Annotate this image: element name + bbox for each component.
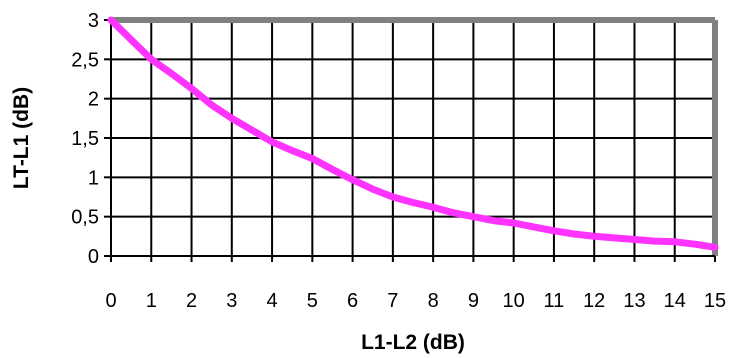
x-tick-label: 3 bbox=[226, 290, 237, 312]
x-tick-label: 8 bbox=[428, 290, 439, 312]
x-axis-title: L1-L2 (dB) bbox=[361, 331, 465, 354]
x-tick-label: 15 bbox=[704, 290, 726, 312]
x-tick-label: 6 bbox=[347, 290, 358, 312]
series-layer bbox=[107, 16, 719, 251]
y-axis-title: LT-L1 (dB) bbox=[10, 87, 33, 189]
y-axis-ticks: 0 0,5 1 1,5 2 2,5 3 bbox=[71, 10, 111, 268]
x-tick-label: 10 bbox=[503, 290, 525, 312]
y-tick-label: 0 bbox=[88, 246, 99, 268]
x-tick-label: 13 bbox=[623, 290, 645, 312]
x-tick-label: 9 bbox=[468, 290, 479, 312]
x-tick-label: 7 bbox=[387, 290, 398, 312]
series-line bbox=[107, 16, 719, 251]
x-tick-label: 0 bbox=[105, 290, 116, 312]
y-tick-label: 2 bbox=[88, 89, 99, 111]
y-tick-label: 2,5 bbox=[71, 49, 99, 71]
x-tick-label: 11 bbox=[544, 290, 565, 312]
x-tick-label: 2 bbox=[186, 290, 197, 312]
y-tick-label: 0,5 bbox=[71, 207, 99, 229]
x-tick-label: 5 bbox=[307, 290, 318, 312]
y-tick-label: 3 bbox=[88, 10, 99, 32]
x-tick-label: 4 bbox=[267, 290, 278, 312]
x-tick-label: 12 bbox=[583, 290, 605, 312]
x-tick-label: 1 bbox=[146, 290, 157, 312]
y-tick-label: 1,5 bbox=[71, 128, 99, 150]
x-axis-ticks: 0 1 2 3 4 5 6 7 8 9 10 11 12 13 14 15 bbox=[105, 256, 726, 312]
x-tick-label: 14 bbox=[664, 290, 686, 312]
y-tick-label: 1 bbox=[88, 167, 99, 189]
